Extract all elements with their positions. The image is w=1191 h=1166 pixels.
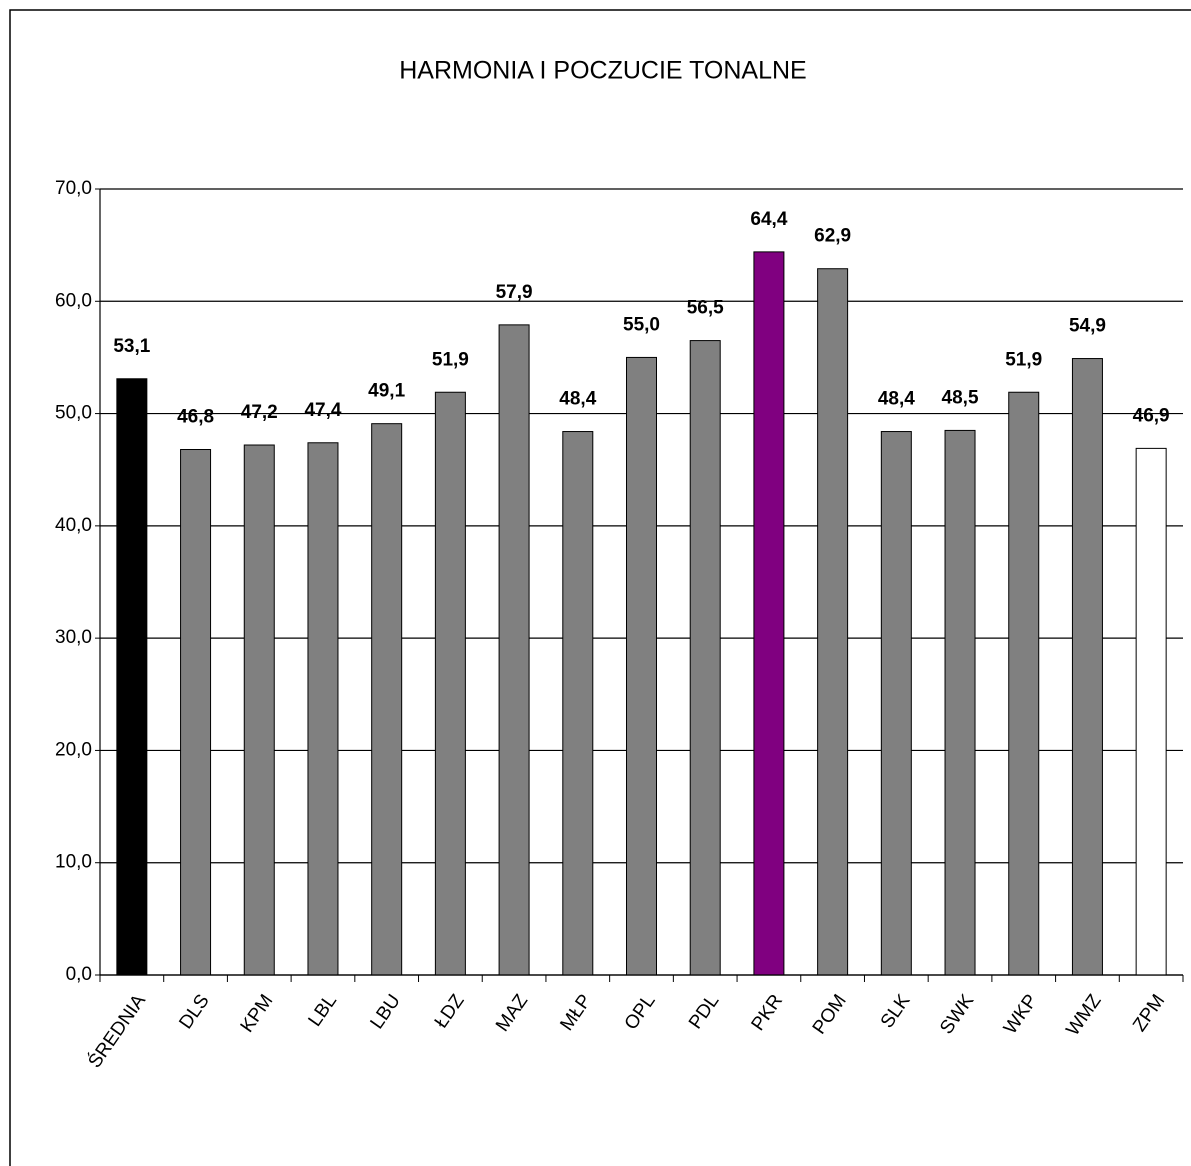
bar <box>1135 447 1167 976</box>
bar <box>180 449 212 976</box>
data-label: 47,4 <box>304 400 341 421</box>
bar <box>689 340 721 976</box>
bar <box>434 391 466 976</box>
data-label: 64,4 <box>750 209 787 230</box>
y-tick-label: 60,0 <box>55 290 92 311</box>
data-label: 53,1 <box>113 336 150 357</box>
bar <box>307 442 339 976</box>
y-tick-label: 50,0 <box>55 403 92 424</box>
y-tick-label: 10,0 <box>55 852 92 873</box>
data-label: 51,9 <box>1005 349 1042 370</box>
data-label: 54,9 <box>1069 316 1106 337</box>
data-label: 57,9 <box>496 282 533 303</box>
bar <box>1071 358 1103 976</box>
data-label: 46,9 <box>1133 405 1170 426</box>
data-label: 47,2 <box>241 402 278 423</box>
bar <box>562 431 594 976</box>
data-label: 49,1 <box>368 381 405 402</box>
bar <box>944 429 976 976</box>
data-label: 48,5 <box>942 387 979 408</box>
data-label: 51,9 <box>432 349 469 370</box>
data-label: 46,8 <box>177 407 214 428</box>
data-label: 55,0 <box>623 314 660 335</box>
chart-title: HARMONIA I POCZUCIE TONALNE <box>399 57 806 85</box>
y-tick-label: 40,0 <box>55 515 92 536</box>
data-label: 48,4 <box>878 389 915 410</box>
bar <box>371 423 403 976</box>
data-label: 62,9 <box>814 226 851 247</box>
bar <box>498 324 530 976</box>
bar <box>116 378 148 976</box>
bar <box>880 431 912 976</box>
bar <box>753 251 785 976</box>
bar <box>1008 391 1040 976</box>
y-tick-label: 70,0 <box>55 178 92 199</box>
data-label: 48,4 <box>559 389 596 410</box>
y-tick-label: 0,0 <box>66 964 92 985</box>
bar <box>243 444 275 976</box>
bar <box>626 356 657 976</box>
y-tick-label: 30,0 <box>55 627 92 648</box>
bar <box>817 268 849 976</box>
y-tick-label: 20,0 <box>55 739 92 760</box>
data-label: 56,5 <box>687 298 724 319</box>
